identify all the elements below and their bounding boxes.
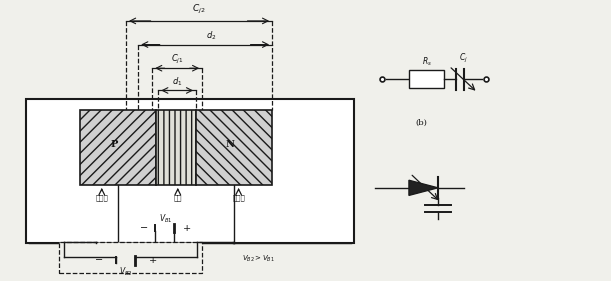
Bar <box>409 71 444 88</box>
Text: $V_{B2}>V_{B1}$: $V_{B2}>V_{B1}$ <box>241 254 274 264</box>
Text: $C_{j2}$: $C_{j2}$ <box>192 3 206 16</box>
Text: $R_s$: $R_s$ <box>422 55 431 67</box>
Text: 导电板: 导电板 <box>95 194 108 201</box>
Polygon shape <box>409 180 438 196</box>
Bar <box>81 110 156 185</box>
Text: $V_{B1}$: $V_{B1}$ <box>159 212 172 225</box>
Text: 导电板: 导电板 <box>232 194 245 201</box>
Text: +: + <box>183 224 191 233</box>
Text: $C_{j1}$: $C_{j1}$ <box>171 53 183 66</box>
Text: N: N <box>225 140 234 149</box>
Bar <box>59 242 202 273</box>
Bar <box>26 99 354 243</box>
Text: 介质: 介质 <box>174 194 182 201</box>
Text: $d_2$: $d_2$ <box>206 30 216 42</box>
Text: P: P <box>110 140 117 149</box>
Text: −: − <box>95 256 103 265</box>
Text: $V_{B2}$: $V_{B2}$ <box>119 265 133 278</box>
Bar <box>196 110 272 185</box>
Text: −: − <box>141 224 148 233</box>
Text: +: + <box>149 256 158 265</box>
Text: $C_j$: $C_j$ <box>459 52 468 65</box>
Text: $d_1$: $d_1$ <box>172 75 183 88</box>
Bar <box>156 110 196 185</box>
Text: (b): (b) <box>415 119 427 126</box>
